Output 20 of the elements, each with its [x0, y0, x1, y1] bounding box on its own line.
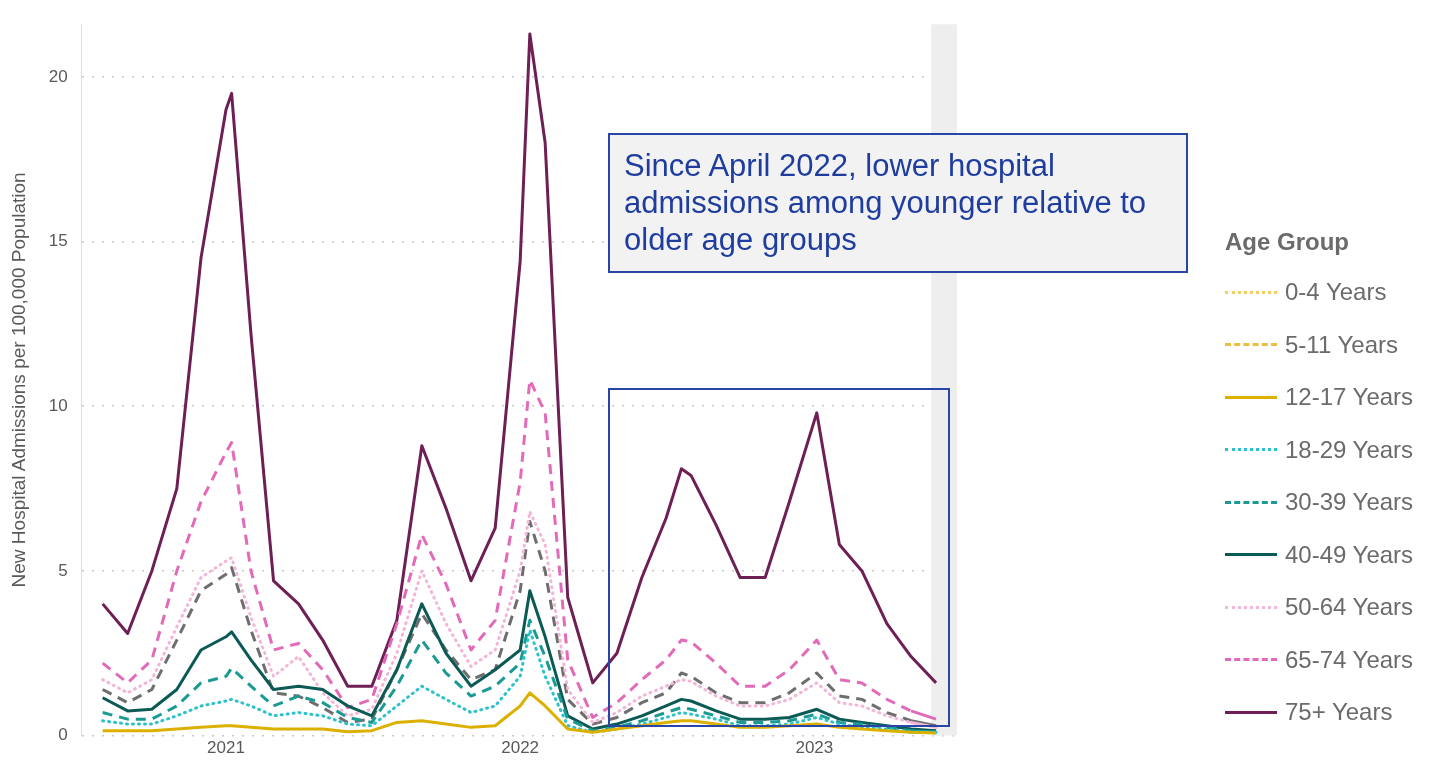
y-tick-label: 0: [58, 725, 68, 745]
legend-label: 40-49 Years: [1285, 540, 1414, 569]
legend-label: 18-29 Years: [1285, 435, 1414, 464]
legend-label: 0-4 Years: [1285, 278, 1387, 307]
y-tick-label: 15: [48, 231, 68, 251]
legend-label: 75+ Years: [1285, 698, 1393, 727]
legend-label: 50-64 Years: [1285, 593, 1414, 622]
annotation: Since April 2022, lower hospital admissions among younger relative to older age groups: [624, 147, 1148, 259]
y-tick-label: 20: [48, 66, 68, 86]
legend-label: 5-11 Years: [1285, 330, 1398, 359]
y-tick-label: 10: [48, 395, 68, 415]
y-axis-title: New Hospital Admissions per 100,000 Population: [7, 172, 29, 588]
legend-label: 30-39 Years: [1285, 488, 1414, 517]
y-tick-label: 5: [58, 560, 68, 580]
x-tick-label: 2022: [501, 738, 540, 758]
x-tick-label: 2023: [795, 738, 834, 758]
legend-label: 12-17 Years: [1285, 383, 1414, 412]
legend-label: 65-74 Years: [1285, 645, 1414, 674]
x-tick-label: 2021: [207, 738, 245, 758]
legend-title: Age Group: [1225, 228, 1350, 256]
